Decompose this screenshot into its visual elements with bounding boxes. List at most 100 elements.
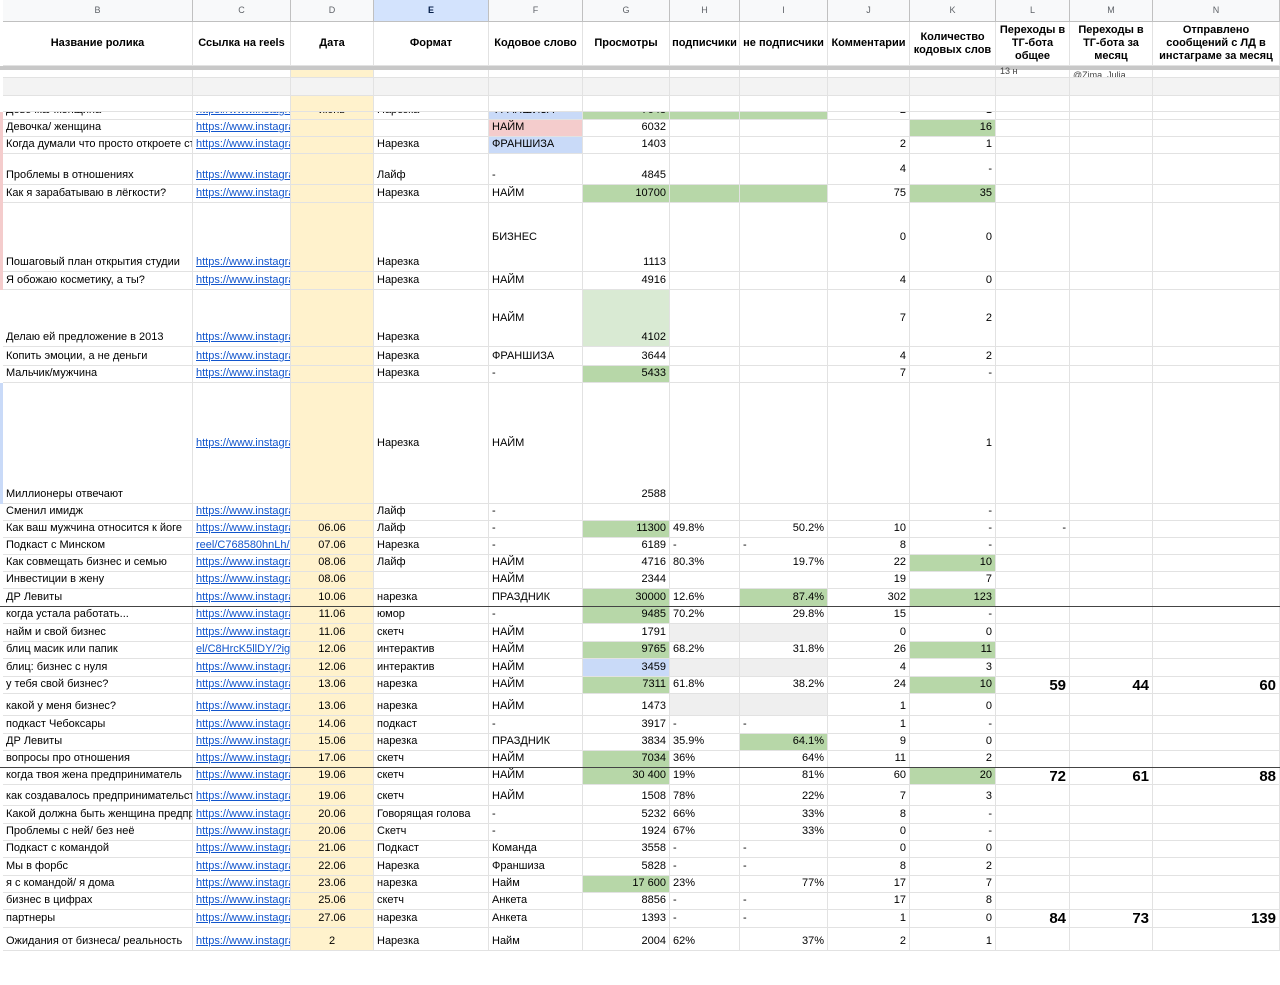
cell-f[interactable]: НАЙМ bbox=[489, 572, 583, 589]
cell-f[interactable]: ФРАНШИЗА bbox=[489, 347, 583, 366]
empty-cell[interactable] bbox=[374, 96, 489, 112]
cell-l[interactable] bbox=[996, 538, 1070, 555]
cell-d[interactable]: 13.06 bbox=[291, 694, 374, 716]
cell-n[interactable] bbox=[1153, 607, 1280, 624]
empty-cell[interactable] bbox=[3, 70, 193, 78]
column-header-j[interactable]: J bbox=[828, 0, 910, 22]
cell-b[interactable]: партнеры bbox=[3, 910, 193, 928]
cell-n[interactable] bbox=[1153, 734, 1280, 751]
cell-g[interactable]: 3558 bbox=[583, 841, 670, 858]
cell-e[interactable]: нарезка bbox=[374, 589, 489, 607]
cell-f[interactable]: НАЙМ bbox=[489, 555, 583, 572]
empty-cell[interactable] bbox=[1153, 78, 1280, 96]
cell-f[interactable]: НАЙМ bbox=[489, 624, 583, 642]
empty-cell[interactable] bbox=[996, 78, 1070, 96]
cell-b[interactable]: подкаст Чебоксары bbox=[3, 716, 193, 734]
cell-d[interactable]: июнь bbox=[291, 112, 374, 120]
header-cell-c[interactable]: Ссылка на reels bbox=[193, 22, 291, 66]
cell-k[interactable]: - bbox=[910, 504, 996, 521]
reel-link[interactable]: https://www.instagram.com/reel/ bbox=[193, 785, 291, 806]
cell-g[interactable] bbox=[583, 504, 670, 521]
cell-k[interactable]: 0 bbox=[910, 734, 996, 751]
cell-f[interactable]: НАЙМ bbox=[489, 272, 583, 290]
cell-d[interactable]: 12.06 bbox=[291, 659, 374, 677]
cell-l[interactable] bbox=[996, 185, 1070, 203]
reel-link[interactable]: https://www.instagram.com/reel/ bbox=[193, 858, 291, 876]
cell-d[interactable] bbox=[291, 290, 374, 347]
reel-link[interactable]: https://www.instagram.com/reel/ bbox=[193, 120, 291, 137]
cell-k[interactable]: 20 bbox=[910, 768, 996, 785]
cell-m[interactable] bbox=[1070, 659, 1153, 677]
reel-link[interactable]: https://www.instagram.com/reel/ bbox=[193, 607, 291, 624]
cell-m[interactable] bbox=[1070, 785, 1153, 806]
cell-e[interactable]: нарезка bbox=[374, 876, 489, 893]
cell-n[interactable] bbox=[1153, 383, 1280, 504]
cell-l[interactable] bbox=[996, 120, 1070, 137]
cell-h[interactable]: 19% bbox=[670, 768, 740, 785]
cell-g[interactable]: 8856 bbox=[583, 893, 670, 910]
cell-h[interactable] bbox=[670, 624, 740, 642]
reel-link[interactable]: https://www.instagram.com/reel/ bbox=[193, 928, 291, 951]
cell-f[interactable]: Найм bbox=[489, 876, 583, 893]
empty-cell[interactable] bbox=[828, 70, 910, 78]
cell-d[interactable]: 07.06 bbox=[291, 538, 374, 555]
cell-m[interactable] bbox=[1070, 694, 1153, 716]
cell-l[interactable]: 72 bbox=[996, 768, 1070, 785]
cell-h[interactable]: 67% bbox=[670, 824, 740, 841]
cell-i[interactable] bbox=[740, 272, 828, 290]
cell-n[interactable] bbox=[1153, 642, 1280, 659]
cell-i[interactable]: 77% bbox=[740, 876, 828, 893]
reel-link[interactable]: https://www.instagram.com/reel/ bbox=[193, 841, 291, 858]
cell-h[interactable] bbox=[670, 112, 740, 120]
header-cell-h[interactable]: подписчики bbox=[670, 22, 740, 66]
cell-i[interactable]: - bbox=[740, 538, 828, 555]
cell-e[interactable]: скетч bbox=[374, 785, 489, 806]
cell-d[interactable] bbox=[291, 383, 374, 504]
empty-cell[interactable] bbox=[1070, 70, 1153, 78]
cell-b[interactable]: Проблемы в отношениях bbox=[3, 154, 193, 185]
cell-h[interactable] bbox=[670, 383, 740, 504]
cell-g[interactable]: 7311 bbox=[583, 677, 670, 694]
cell-d[interactable]: 22.06 bbox=[291, 858, 374, 876]
empty-cell[interactable] bbox=[1153, 96, 1280, 112]
cell-n[interactable] bbox=[1153, 893, 1280, 910]
cell-h[interactable]: 62% bbox=[670, 928, 740, 951]
cell-e[interactable] bbox=[374, 572, 489, 589]
cell-m[interactable] bbox=[1070, 858, 1153, 876]
cell-d[interactable]: 08.06 bbox=[291, 555, 374, 572]
reel-link[interactable]: https://www.instagram.com/reel/ bbox=[193, 624, 291, 642]
cell-l[interactable] bbox=[996, 928, 1070, 951]
cell-d[interactable]: 15.06 bbox=[291, 734, 374, 751]
cell-b[interactable]: блиц: бизнес с нуля bbox=[3, 659, 193, 677]
cell-k[interactable]: - bbox=[910, 521, 996, 538]
cell-j[interactable]: 22 bbox=[828, 555, 910, 572]
cell-b[interactable]: Проблемы с ней/ без неё bbox=[3, 824, 193, 841]
empty-cell[interactable] bbox=[3, 78, 193, 96]
cell-i[interactable]: 64.1% bbox=[740, 734, 828, 751]
empty-cell[interactable] bbox=[1153, 70, 1280, 78]
cell-i[interactable]: 50.2% bbox=[740, 521, 828, 538]
empty-cell[interactable] bbox=[193, 70, 291, 78]
cell-g[interactable]: 4102 bbox=[583, 290, 670, 347]
cell-f[interactable]: НАЙМ bbox=[489, 751, 583, 768]
cell-b[interactable]: какой у меня бизнес? bbox=[3, 694, 193, 716]
cell-i[interactable]: 22% bbox=[740, 785, 828, 806]
cell-g[interactable]: 11300 bbox=[583, 521, 670, 538]
cell-h[interactable] bbox=[670, 203, 740, 272]
empty-cell[interactable] bbox=[489, 70, 583, 78]
cell-m[interactable] bbox=[1070, 572, 1153, 589]
cell-e[interactable]: подкаст bbox=[374, 716, 489, 734]
empty-cell[interactable] bbox=[374, 70, 489, 78]
reel-link[interactable]: https://www.instagram.com/reel/ bbox=[193, 659, 291, 677]
cell-g[interactable]: 9765 bbox=[583, 642, 670, 659]
cell-e[interactable]: Лайф bbox=[374, 521, 489, 538]
cell-l[interactable] bbox=[996, 858, 1070, 876]
cell-k[interactable]: 3 bbox=[910, 659, 996, 677]
cell-m[interactable] bbox=[1070, 120, 1153, 137]
cell-h[interactable]: - bbox=[670, 538, 740, 555]
cell-b[interactable]: Делаю ей предложение в 2013 bbox=[3, 290, 193, 347]
empty-cell[interactable] bbox=[670, 96, 740, 112]
cell-i[interactable]: 64% bbox=[740, 751, 828, 768]
cell-h[interactable]: 80.3% bbox=[670, 555, 740, 572]
cell-e[interactable]: нарезка bbox=[374, 910, 489, 928]
